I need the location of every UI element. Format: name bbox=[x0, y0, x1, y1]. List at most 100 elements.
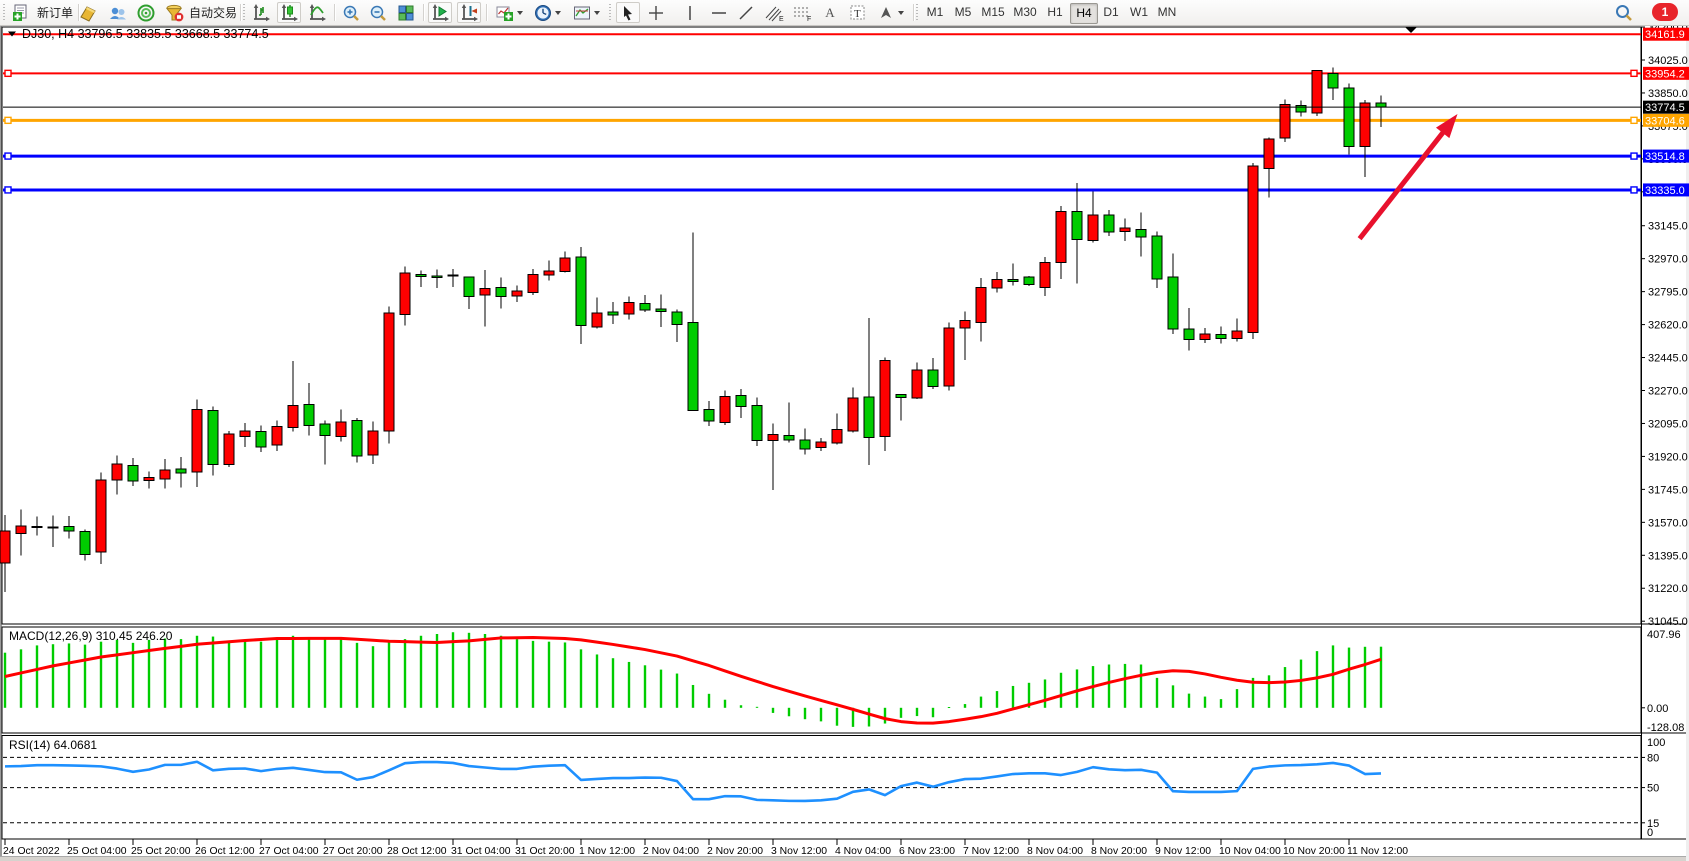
arrow-object-shaft[interactable] bbox=[1357, 126, 1449, 241]
hline-handle[interactable] bbox=[4, 69, 12, 78]
time-axis-label: 2 Nov 20:00 bbox=[707, 846, 763, 857]
fibonacci-button[interactable]: F bbox=[789, 2, 815, 23]
macd-histogram-bar bbox=[899, 707, 903, 718]
candle-body bbox=[0, 530, 11, 564]
line-mode-button[interactable] bbox=[305, 2, 329, 23]
candle-body bbox=[975, 286, 987, 323]
templates-button[interactable] bbox=[568, 2, 604, 23]
candle-body bbox=[1263, 138, 1275, 169]
price-axis-label: 32970.0 bbox=[1648, 254, 1688, 266]
periods-caret-icon[interactable] bbox=[554, 10, 561, 15]
candle-body bbox=[175, 468, 187, 474]
autotrade-button[interactable] bbox=[162, 2, 188, 23]
tile-windows-button[interactable] bbox=[394, 2, 418, 23]
notifications-badge[interactable]: 1 bbox=[1652, 3, 1678, 21]
rsi-axis-label: 80 bbox=[1647, 752, 1659, 764]
candle-body bbox=[671, 311, 683, 326]
search-button[interactable] bbox=[1612, 2, 1636, 23]
timeframe-M5[interactable]: M5 bbox=[954, 5, 972, 19]
hline-handle[interactable] bbox=[4, 186, 12, 194]
indicators-button[interactable] bbox=[491, 2, 527, 23]
hline-handle[interactable] bbox=[1630, 116, 1638, 125]
time-axis: 24 Oct 2022 25 Oct 04:00 25 Oct 20:00 26 Oc… bbox=[3, 839, 1408, 857]
autotrade-label[interactable]: 自动交易 bbox=[188, 6, 237, 20]
equidistant-channel-button[interactable]: E bbox=[761, 2, 787, 23]
zoom-in-button[interactable] bbox=[339, 2, 363, 23]
templates-caret-icon[interactable] bbox=[593, 10, 600, 15]
auto-scroll-button[interactable] bbox=[428, 2, 452, 23]
candle-body bbox=[959, 319, 971, 329]
chart-shift-button[interactable] bbox=[457, 2, 481, 23]
macd-histogram-bar bbox=[659, 669, 663, 708]
indicators-caret-icon[interactable] bbox=[516, 10, 523, 15]
svg-text:T: T bbox=[854, 8, 861, 20]
macd-histogram-bar bbox=[467, 632, 471, 708]
macd-histogram-bar bbox=[1203, 696, 1207, 708]
text-label-button[interactable]: T bbox=[846, 2, 870, 23]
hline-handle[interactable] bbox=[4, 116, 12, 125]
timeframe-H1[interactable]: H1 bbox=[1047, 5, 1063, 19]
hline-handle[interactable] bbox=[1630, 186, 1638, 194]
hline-handle[interactable] bbox=[1630, 152, 1638, 160]
macd-histogram-bar bbox=[99, 641, 103, 708]
price-badge bbox=[1643, 66, 1689, 80]
zoom-out-button[interactable] bbox=[366, 2, 390, 23]
arrows-button[interactable] bbox=[874, 2, 906, 23]
candle-body bbox=[831, 429, 843, 444]
candle-body bbox=[1039, 261, 1051, 288]
timeframe-D1[interactable]: D1 bbox=[1103, 5, 1119, 19]
macd-histogram-bar bbox=[771, 707, 775, 713]
arrows-caret-icon[interactable] bbox=[897, 10, 904, 15]
time-axis-label: 25 Oct 04:00 bbox=[67, 846, 127, 857]
community-button[interactable] bbox=[106, 2, 130, 23]
horizontal-line-button[interactable] bbox=[707, 2, 731, 23]
history-center-button[interactable] bbox=[76, 2, 100, 23]
timeframe-M1[interactable]: M1 bbox=[926, 5, 944, 19]
time-axis-label: 10 Nov 20:00 bbox=[1283, 846, 1345, 857]
candles bbox=[0, 67, 1387, 593]
periods-button[interactable] bbox=[529, 2, 565, 23]
chart-area: 34200.034025.033850.033675.033500.033325… bbox=[0, 26, 1689, 861]
macd-histogram-bar bbox=[355, 642, 359, 708]
macd-histogram-bar bbox=[611, 658, 615, 708]
new-order-button[interactable] bbox=[8, 2, 34, 23]
timeframe-M30[interactable]: M30 bbox=[1013, 5, 1037, 19]
rsi-axis-label: 50 bbox=[1647, 783, 1659, 795]
bar-chart-mode-button[interactable] bbox=[249, 2, 273, 23]
time-axis-label: 31 Oct 20:00 bbox=[515, 846, 575, 857]
macd-histogram-bar bbox=[1235, 689, 1239, 708]
price-axis-label: 31745.0 bbox=[1648, 484, 1688, 496]
candle-body bbox=[1151, 235, 1163, 280]
toolbar-grip bbox=[609, 4, 611, 21]
timeframe-MN[interactable]: MN bbox=[1157, 5, 1177, 19]
macd-histogram-bar bbox=[675, 673, 679, 708]
crosshair-button[interactable] bbox=[644, 2, 668, 23]
chart-object-marker[interactable] bbox=[1405, 27, 1417, 33]
candle-body bbox=[783, 434, 795, 441]
timeframe-W1[interactable]: W1 bbox=[1130, 5, 1148, 19]
bid-price-badge-label: 33774.5 bbox=[1645, 102, 1685, 114]
symbol-dropdown-icon[interactable] bbox=[8, 31, 16, 37]
timeframe-H4[interactable]: H4 bbox=[1070, 3, 1098, 24]
text-button[interactable]: A bbox=[825, 4, 835, 20]
macd-histogram-bar bbox=[195, 635, 199, 708]
toolbar-separator bbox=[486, 4, 488, 21]
vertical-line-button[interactable] bbox=[678, 2, 702, 23]
hline-handle[interactable] bbox=[4, 152, 12, 160]
cursor-button[interactable] bbox=[616, 2, 640, 23]
new-order-label[interactable]: 新订单 bbox=[36, 6, 73, 20]
trend-line-button[interactable] bbox=[734, 2, 758, 23]
candle-body bbox=[1135, 228, 1147, 238]
timeframe-M15[interactable]: M15 bbox=[981, 5, 1005, 19]
candle-body bbox=[47, 526, 59, 529]
candle-body bbox=[799, 439, 811, 450]
hline-handle[interactable] bbox=[1630, 69, 1638, 78]
macd-histogram-bar bbox=[915, 707, 919, 717]
macd-histogram-bar bbox=[819, 707, 823, 722]
candle-mode-button[interactable] bbox=[277, 2, 301, 23]
sounds-button[interactable] bbox=[134, 2, 158, 23]
candle-body bbox=[1071, 210, 1083, 240]
candle-body bbox=[1311, 70, 1323, 114]
time-axis-label: 28 Oct 12:00 bbox=[387, 846, 447, 857]
arrow-object-head[interactable] bbox=[1435, 114, 1458, 139]
